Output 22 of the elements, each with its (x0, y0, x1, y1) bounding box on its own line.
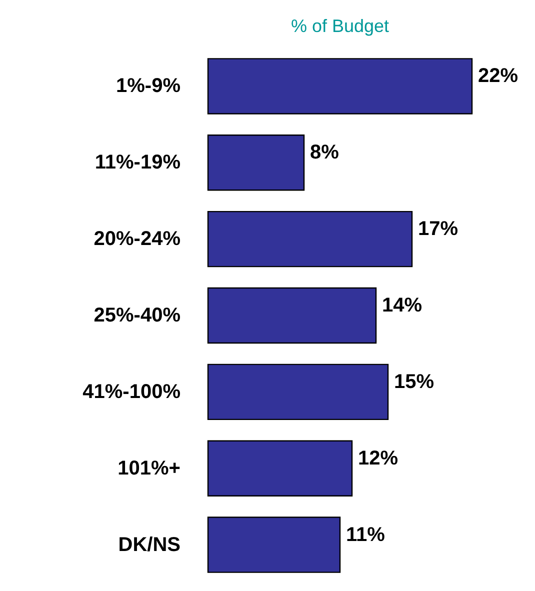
data-label: 8% (310, 142, 340, 164)
bar (207, 287, 377, 344)
data-label: 11% (346, 524, 386, 546)
bar (207, 58, 473, 114)
data-label: 15% (394, 370, 434, 393)
data-label: 12% (358, 447, 398, 470)
bar (207, 516, 341, 573)
y-tick-label: DK/NS (118, 534, 180, 556)
y-tick-label: 25%-40% (94, 304, 181, 326)
y-tick-label: 1%-9% (116, 75, 181, 98)
y-tick-label: 101%+ (118, 457, 180, 480)
chart-title: % of Budget (290, 16, 390, 36)
data-label: 22% (478, 65, 518, 88)
bar (207, 134, 305, 191)
y-tick-label: 20%-24% (94, 228, 181, 250)
data-label: 17% (418, 218, 458, 240)
bar (207, 210, 413, 268)
bar (207, 440, 353, 496)
y-tick-label: 41%-100% (82, 380, 181, 403)
data-label: 14% (382, 294, 422, 316)
y-tick-label: 11%-19% (94, 152, 181, 174)
bar (207, 364, 389, 420)
